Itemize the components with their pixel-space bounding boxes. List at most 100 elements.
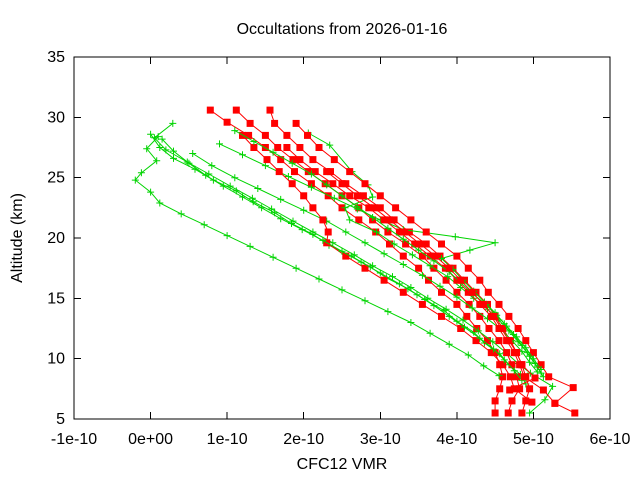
series-layer	[131, 106, 579, 417]
square-marker	[346, 192, 354, 200]
x-axis-label: CFC12 VMR	[297, 456, 388, 473]
square-marker	[531, 374, 539, 382]
square-marker	[522, 397, 530, 405]
square-marker	[315, 144, 323, 151]
square-marker	[453, 288, 461, 296]
square-marker	[476, 312, 484, 320]
y-tick-label: 30	[47, 109, 65, 126]
square-marker	[416, 240, 424, 248]
plus-markers	[216, 140, 547, 381]
square-marker	[484, 337, 491, 345]
square-marker	[445, 264, 453, 272]
square-marker	[503, 349, 511, 357]
square-marker	[266, 106, 274, 114]
square-marker	[464, 288, 472, 296]
plus-markers	[131, 133, 503, 380]
square-marker	[415, 264, 423, 272]
square-marker	[499, 361, 507, 369]
square-marker	[426, 252, 434, 260]
square-marker	[296, 144, 304, 151]
square-marker	[311, 168, 319, 176]
square-marker	[551, 399, 559, 407]
square-marker	[342, 180, 350, 188]
square-marker	[292, 119, 300, 127]
x-tick-label: 6e-10	[590, 431, 631, 448]
square-marker	[418, 300, 426, 308]
square-marker	[465, 300, 473, 308]
square-marker	[464, 264, 472, 272]
x-tick-label: 2e-10	[283, 431, 324, 448]
plus-markers	[147, 130, 530, 388]
square-marker	[392, 204, 400, 212]
axes-layer: -1e-10 0e+00 1e-10 2e-10 3e-10 4e-10 5e-10 6e-1…	[47, 49, 630, 448]
square-marker	[457, 276, 465, 284]
square-marker	[422, 228, 430, 236]
square-marker	[529, 349, 537, 357]
square-marker	[472, 337, 480, 345]
occultation-red-5	[239, 131, 536, 406]
square-marker	[506, 386, 514, 394]
square-marker	[395, 228, 403, 236]
square-marker	[289, 156, 297, 164]
series-line	[234, 130, 542, 370]
square-marker	[283, 144, 291, 151]
square-marker	[418, 252, 426, 260]
square-marker	[487, 349, 495, 357]
square-marker	[263, 156, 271, 164]
y-tick-label: 20	[47, 230, 65, 247]
square-marker	[513, 349, 521, 357]
square-marker	[508, 361, 516, 369]
square-marker	[296, 156, 304, 164]
square-marker	[491, 349, 499, 357]
square-marker	[539, 386, 547, 394]
square-marker	[376, 204, 384, 212]
square-marker	[497, 325, 505, 332]
square-marker	[518, 409, 526, 417]
square-marker	[507, 373, 514, 381]
square-marker	[401, 228, 409, 236]
square-marker	[384, 228, 392, 236]
square-marker	[496, 385, 504, 393]
plus-markers	[158, 135, 526, 384]
square-marker	[338, 180, 346, 188]
square-marker	[453, 276, 461, 284]
square-marker	[324, 228, 332, 236]
square-marker	[476, 300, 484, 308]
square-marker	[271, 119, 279, 127]
square-marker	[422, 240, 430, 248]
occultation-green-8	[131, 133, 503, 380]
square-marker	[528, 398, 536, 406]
square-marker	[491, 409, 499, 417]
square-marker	[353, 192, 361, 200]
series-line	[269, 109, 531, 414]
square-marker	[250, 144, 258, 151]
square-marker	[516, 385, 524, 393]
square-marker	[327, 168, 334, 176]
square-marker	[304, 168, 312, 176]
square-marker	[431, 252, 439, 260]
square-marker	[261, 131, 269, 139]
x-tick-label: 3e-10	[360, 431, 401, 448]
square-marker	[513, 373, 521, 381]
square-marker	[472, 288, 480, 296]
square-marker	[386, 216, 393, 224]
chart-title: Occultations from 2026-01-16	[237, 21, 448, 38]
square-marker	[283, 131, 291, 139]
square-marker	[380, 216, 388, 224]
square-marker	[438, 288, 445, 296]
square-marker	[407, 216, 415, 224]
square-marker	[288, 180, 296, 188]
occultation-red-2	[232, 106, 524, 417]
square-marker	[365, 204, 373, 212]
square-marker	[370, 204, 378, 212]
square-marker	[453, 300, 461, 308]
square-marker	[245, 131, 253, 139]
occultation-green-1	[147, 130, 530, 388]
x-tick-label: 0e+00	[128, 431, 173, 448]
square-marker	[319, 216, 327, 224]
square-marker	[355, 216, 363, 224]
y-tick-label: 35	[47, 49, 65, 66]
square-marker	[206, 106, 214, 114]
x-tick-label: 4e-10	[436, 431, 477, 448]
